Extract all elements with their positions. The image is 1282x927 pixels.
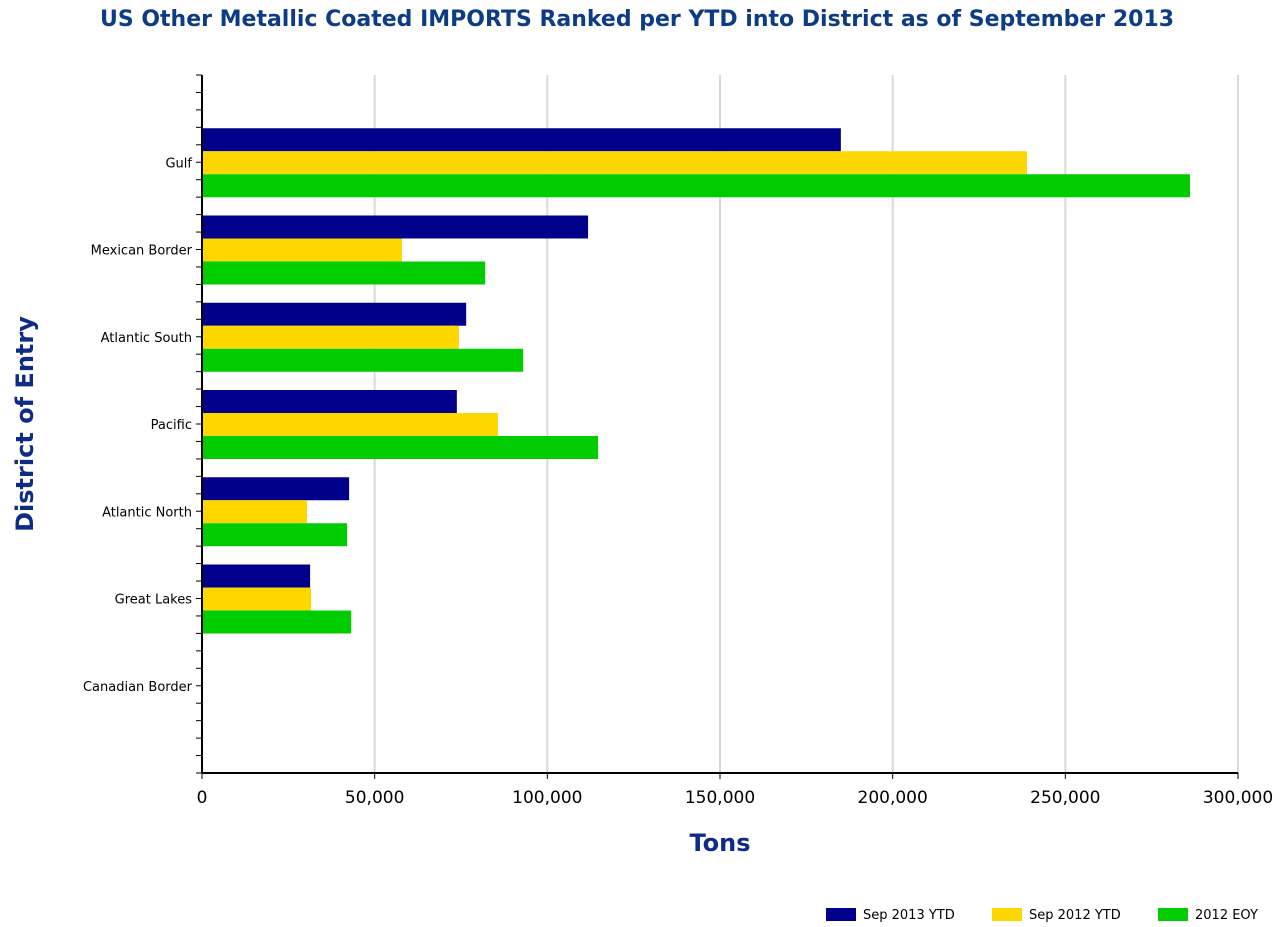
bar-sep-2013-ytd	[202, 477, 350, 501]
category-label: Canadian Border	[83, 680, 193, 695]
category-label: Atlantic South	[101, 331, 192, 346]
x-tick-label: 100,000	[512, 788, 582, 808]
legend-swatch	[1158, 908, 1188, 921]
legend-label: 2012 EOY	[1195, 908, 1258, 923]
x-axis-title: Tons	[689, 829, 750, 857]
bar-2012-eoy	[202, 610, 352, 634]
x-tick-label: 200,000	[858, 788, 928, 808]
legend-swatch	[826, 908, 856, 921]
bar-sep-2012-ytd	[202, 500, 307, 524]
bar-sep-2013-ytd	[202, 128, 841, 152]
bar-sep-2012-ytd	[202, 151, 1028, 175]
legend-label: Sep 2013 YTD	[863, 908, 955, 923]
bar-sep-2013-ytd	[202, 215, 589, 239]
category-label: Pacific	[151, 418, 192, 433]
legend-label: Sep 2012 YTD	[1029, 908, 1121, 923]
bar-2012-eoy	[202, 436, 599, 459]
bar-sep-2013-ytd	[202, 390, 457, 413]
x-tick-label: 150,000	[685, 788, 755, 808]
category-label: Gulf	[165, 156, 192, 171]
bar-2012-eoy	[202, 261, 486, 285]
category-label: Atlantic North	[102, 505, 192, 520]
bar-sep-2012-ytd	[202, 238, 402, 262]
bar-sep-2012-ytd	[202, 325, 459, 349]
x-tick-label: 300,000	[1203, 788, 1273, 808]
x-tick-label: 250,000	[1030, 788, 1100, 808]
bar-2012-eoy	[202, 523, 348, 547]
bar-2012-eoy	[202, 348, 524, 372]
x-tick-label: 50,000	[345, 788, 404, 808]
chart-title: US Other Metallic Coated IMPORTS Ranked …	[100, 7, 1174, 32]
bar-sep-2012-ytd	[202, 413, 498, 436]
bar-sep-2013-ytd	[202, 302, 467, 326]
x-tick-label: 0	[197, 788, 208, 808]
y-axis-title: District of Entry	[11, 316, 39, 532]
category-label: Mexican Border	[91, 244, 193, 259]
bar-sep-2013-ytd	[202, 564, 311, 588]
category-label: Great Lakes	[115, 593, 193, 608]
bar-2012-eoy	[202, 174, 1190, 198]
bar-sep-2012-ytd	[202, 587, 312, 611]
legend-swatch	[992, 908, 1022, 921]
